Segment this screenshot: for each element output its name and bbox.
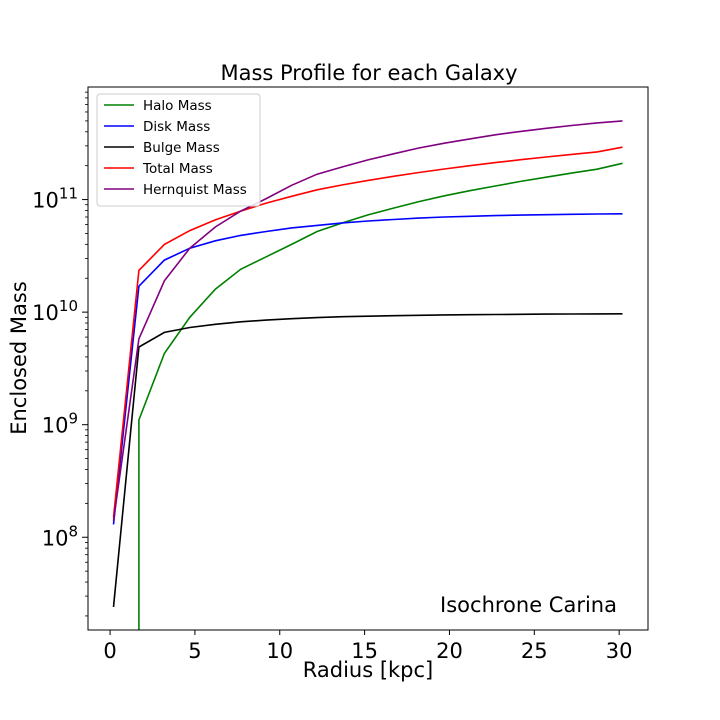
x-tick-label: 30 <box>606 639 633 663</box>
x-tick-label: 25 <box>521 639 548 663</box>
chart-title: Mass Profile for each Galaxy <box>220 61 517 85</box>
y-ticks: 108 109 1010 1011 <box>32 91 88 617</box>
series-line-halo-mass <box>138 162 623 630</box>
series-line-total-mass <box>112 146 623 518</box>
x-tick-label: 0 <box>103 639 116 663</box>
carina-annotation: Isochrone Carina <box>440 593 617 617</box>
y-axis-label: Enclosed Mass <box>7 281 31 435</box>
x-ticks: 0 5 10 15 20 25 30 <box>103 630 633 663</box>
legend-label: Bulge Mass <box>143 140 220 156</box>
y-tick-label: 1011 <box>32 185 78 213</box>
y-tick-label: 108 <box>42 522 78 550</box>
series-line-bulge-mass <box>112 312 623 608</box>
legend-label: Halo Mass <box>143 98 212 114</box>
legend-label: Hernquist Mass <box>143 182 247 198</box>
series-layer <box>112 120 623 630</box>
series-line-disk-mass <box>112 213 623 525</box>
plot-frame <box>87 86 649 631</box>
legend-label: Disk Mass <box>143 119 210 135</box>
legend-entries: Halo Mass Disk Mass Bulge Mass Total Mass He… <box>104 98 247 198</box>
series-line-hernquist-mass <box>112 120 623 521</box>
y-tick-label: 109 <box>42 410 78 438</box>
x-tick-label: 10 <box>266 639 293 663</box>
y-tick-label: 1010 <box>32 297 78 325</box>
legend-box <box>96 93 261 207</box>
legend: Halo Mass Disk Mass Bulge Mass Total Mass He… <box>96 93 261 207</box>
x-tick-label: 20 <box>436 639 463 663</box>
x-tick-label: 5 <box>188 639 201 663</box>
x-tick-label: 15 <box>351 639 378 663</box>
legend-label: Total Mass <box>142 161 213 177</box>
x-axis-label: Radius [kpc] <box>303 658 434 682</box>
